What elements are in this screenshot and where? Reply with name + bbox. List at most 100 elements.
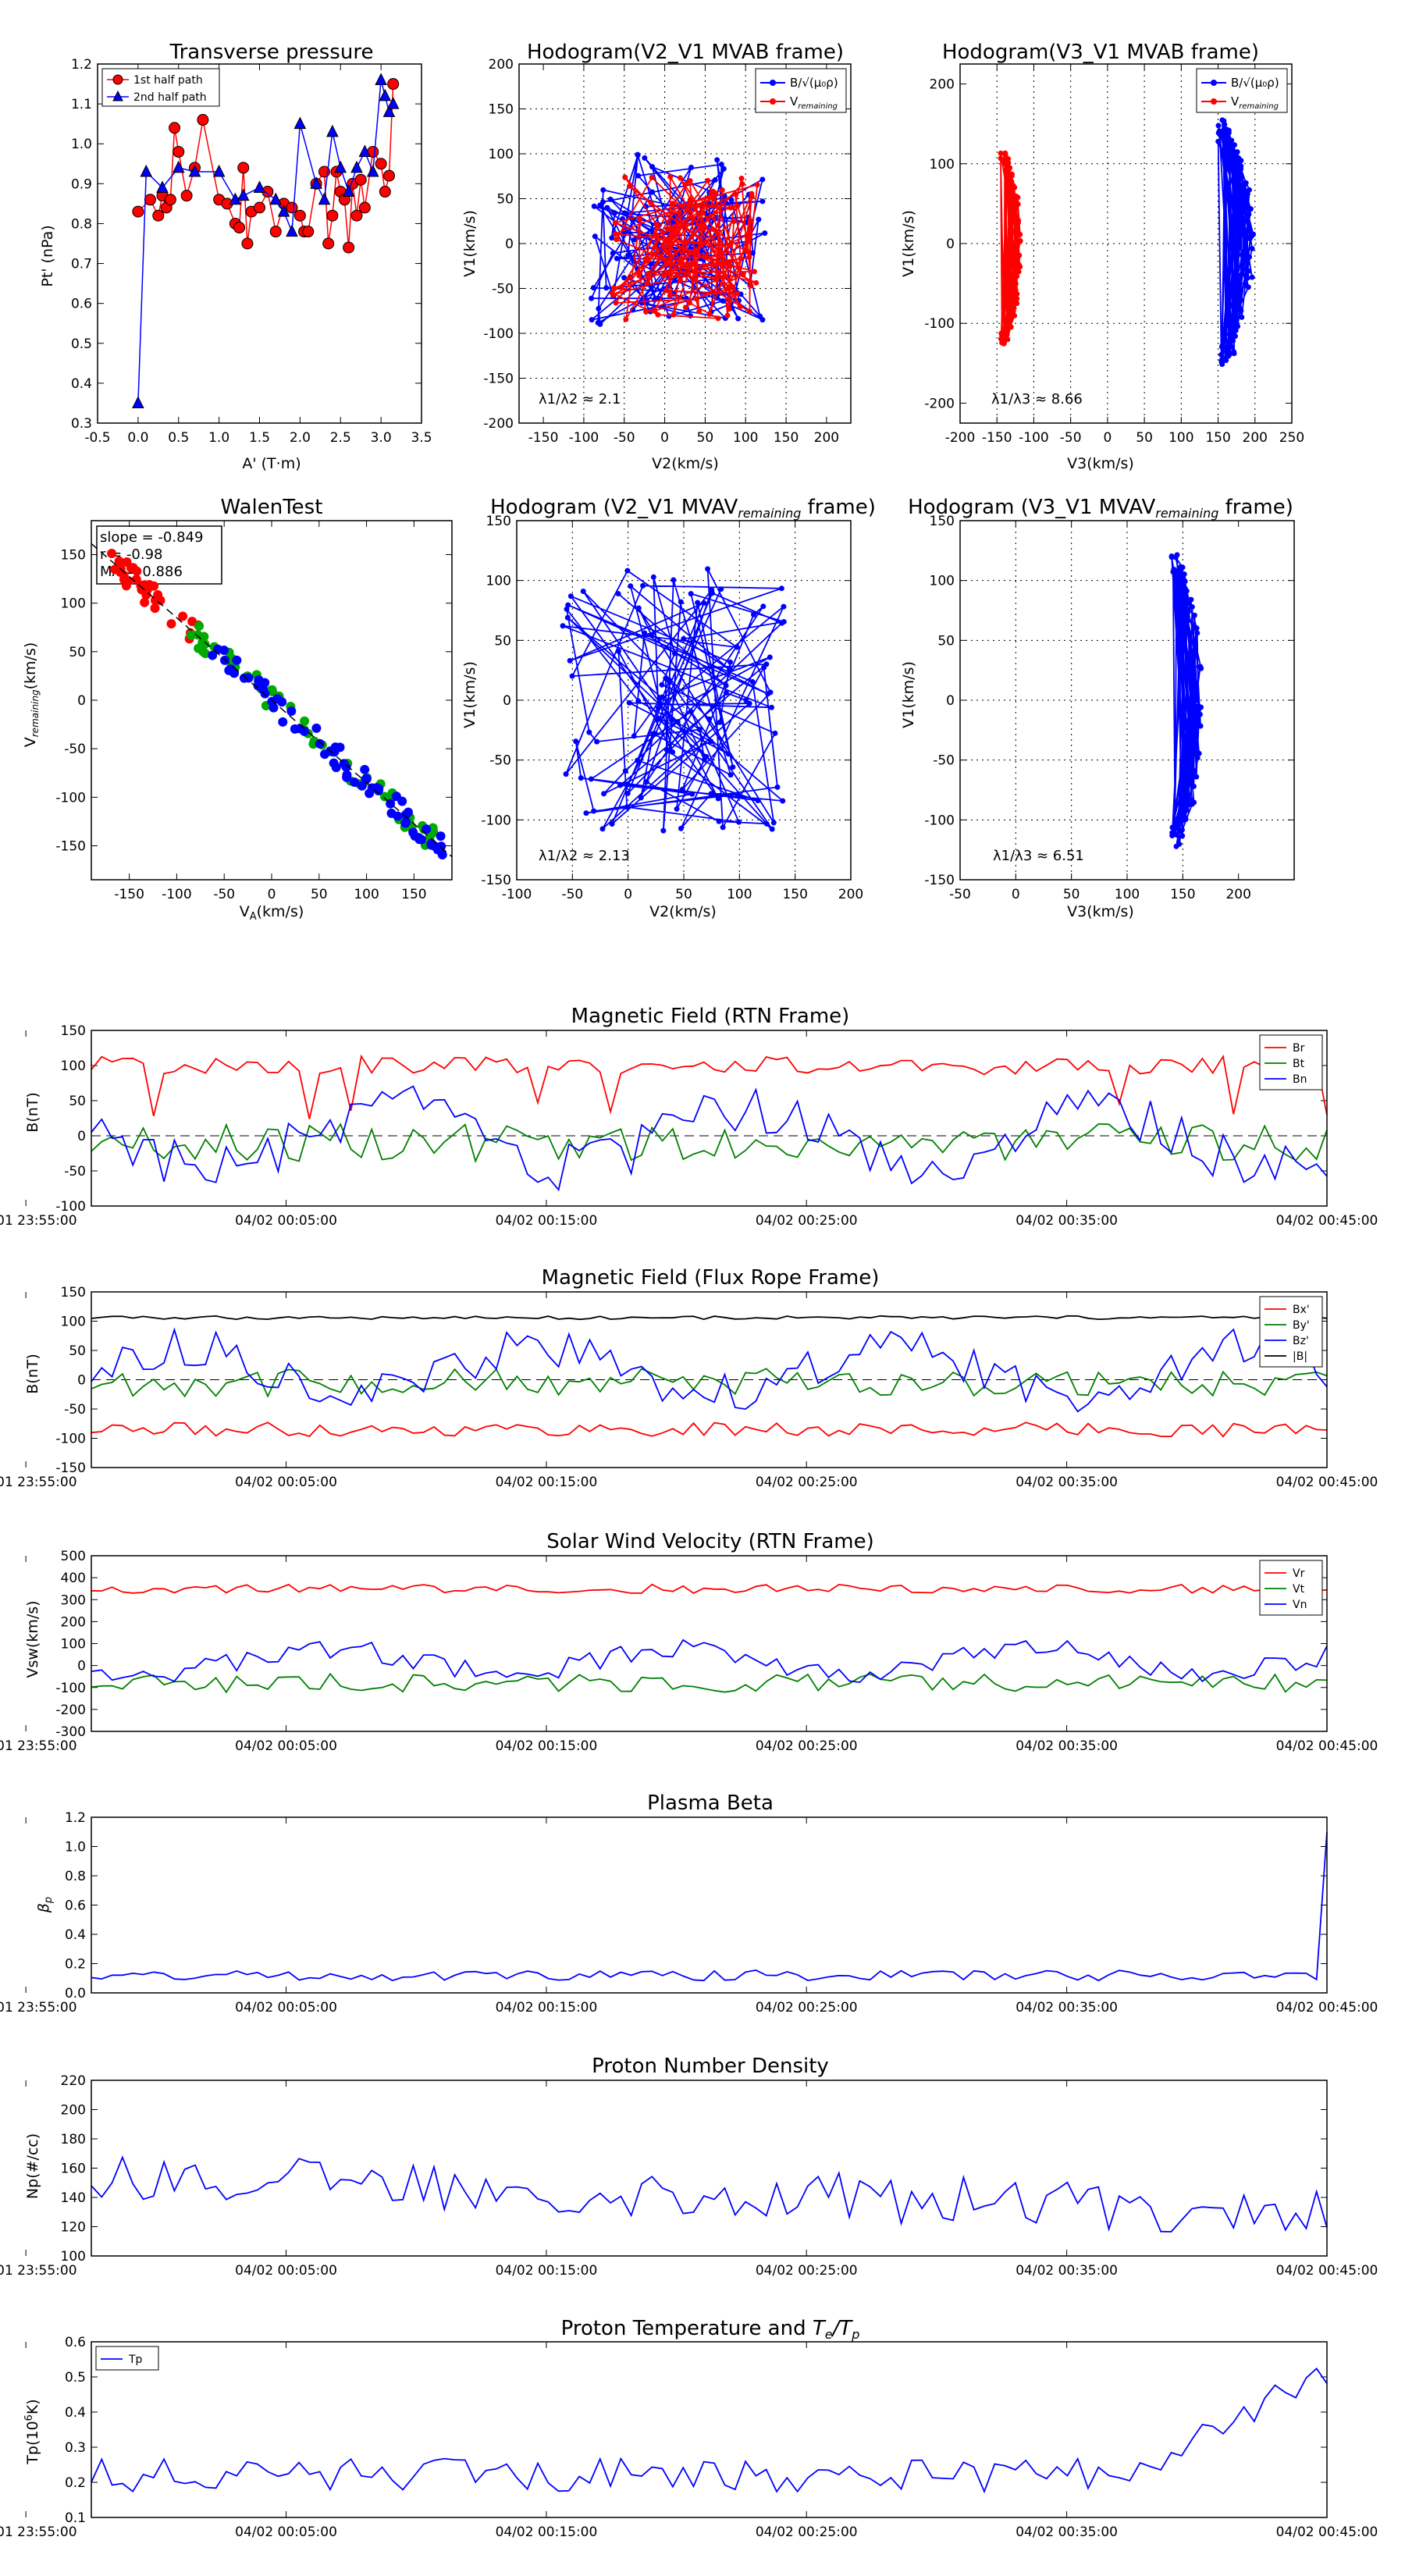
proton_number_density-xtick-label: 04/02 00:15:00 (496, 2263, 598, 2279)
title-plasma-beta: Plasma Beta (647, 1791, 774, 1815)
hodogram_v2_v1_mvab-point (664, 226, 670, 232)
transverse_pressure-xtick-label: 2.0 (290, 430, 311, 446)
hodogram_v2_v1_mvab-point (621, 275, 628, 281)
hodogram_v2_v1_mvab-point (607, 196, 614, 202)
hodogram_v2_v1_mvab-point (589, 295, 595, 301)
hodogram_v2_v1_mvav-ytick-label: -100 (481, 813, 511, 828)
walen_test-point (400, 809, 411, 820)
legend-label: Bx' (1293, 1304, 1310, 1316)
hodogram_v2_v1_mvab-point (595, 319, 601, 326)
hodogram_v2_v1_mvab-legend: B/√(μ₀ρ)Vremaining (755, 68, 847, 113)
hodogram_v3_v1_mvav-xtick-label: 0 (1012, 887, 1020, 902)
hodogram_v3_v1_mvab-point (1223, 126, 1229, 133)
hodogram_v3_v1_mvab-ytick-label: 0 (946, 237, 955, 252)
hodogram_v2_v1_mvav-point (617, 782, 623, 788)
hodogram_v3_v1_mvav-series-line (1171, 554, 1202, 847)
hodogram_v2_v1_mvab-point (698, 223, 704, 229)
hodogram_v2_v1_mvav-point (765, 691, 771, 697)
transverse_pressure-point (269, 226, 282, 238)
hodogram_v3_v1_mvab-point (1012, 205, 1018, 211)
hodogram_v2_v1_mvab-point (759, 176, 766, 183)
hodogram_v2_v1_mvab-point (688, 313, 694, 319)
hodogram_v3_v1_mvab-point (1222, 355, 1229, 361)
walen_test-point (408, 827, 418, 838)
ylabel-transverse-pressure: Pt' (nPa) (39, 225, 56, 286)
hodogram_v3_v1_mvab-point (1215, 123, 1222, 129)
proton_number_density-xtick-label: 04/02 00:45:00 (1276, 2263, 1378, 2279)
transverse_pressure-xtick-label: 1.0 (208, 430, 229, 446)
xlabel-hodogram-v2v1-mvab: V2(km/s) (652, 455, 719, 472)
hodogram_v2_v1_mvab-point (610, 250, 616, 256)
magnetic_field_flux_rope-ytick-label: 100 (61, 1315, 86, 1330)
hodogram_v3_v1_mvav-point (1185, 617, 1191, 624)
proton_number_density-ytick-label: 160 (61, 2161, 86, 2177)
hodogram_v2_v1_mvab-xtick-label: -100 (569, 430, 599, 446)
hodogram_v2_v1_mvav-point (569, 673, 575, 679)
walen_test-point (201, 649, 211, 659)
magnetic_field_flux_rope-ytick-label: -100 (55, 1432, 86, 1447)
hodogram_v2_v1_mvab-point (622, 174, 628, 180)
hodogram_v3_v1_mvab-frame (959, 63, 1293, 424)
legend-label: |B| (1293, 1350, 1307, 1363)
magnetic_field_flux_rope-xtick-label: 04/02 00:45:00 (1276, 1475, 1378, 1490)
hodogram_v3_v1_mvab-point (1238, 272, 1244, 278)
hodogram_v2_v1_mvab-point (609, 290, 615, 296)
magnetic_field_flux_rope-ytick-label: -50 (64, 1402, 86, 1418)
walen_test-point (267, 685, 277, 695)
hodogram_v2_v1_mvav-point (696, 727, 702, 733)
hodogram_v2_v1_mvab-point (635, 173, 642, 179)
hodogram_v2_v1_mvav-point (760, 603, 767, 610)
hodogram_v3_v1_mvab-point (1236, 301, 1242, 308)
hodogram_v3_v1_mvab-point (1001, 340, 1007, 347)
hodogram_v3_v1_mvab-point (1233, 165, 1240, 172)
hodogram_v2_v1_mvav-ytick-label: 150 (486, 514, 511, 529)
hodogram_v3_v1_mvab-point (1005, 315, 1012, 321)
hodogram_v2_v1_mvav-point (663, 746, 670, 753)
legend-marker (1211, 98, 1217, 105)
hodogram_v2_v1_mvab-point (749, 250, 756, 256)
hodogram_v2_v1_mvav-point (594, 738, 600, 745)
walen_test-point (393, 811, 403, 821)
proton_number_density-ytick-label: 140 (61, 2190, 86, 2206)
hodogram_v2_v1_mvab-point (708, 190, 714, 197)
transverse_pressure-point (172, 160, 185, 173)
hodogram_v2_v1_mvav-point (635, 605, 642, 611)
hodogram_v2_v1_mvav-point (736, 819, 742, 825)
solar_wind_velocity-xtick-label: 04/02 00:05:00 (235, 1738, 337, 1754)
legend-box (1259, 1034, 1323, 1091)
legend-label: Vr (1293, 1567, 1305, 1580)
solar_wind_velocity-ytick-label: -100 (55, 1681, 86, 1696)
transverse_pressure-point (241, 237, 254, 250)
walen_test-point (232, 655, 242, 665)
hodogram_v3_v1_mvav-ytick-label: 0 (946, 693, 955, 709)
proton_temperature-xtick-label: 04/02 00:45:00 (1276, 2524, 1378, 2540)
hodogram_v2_v1_mvav-point (681, 635, 687, 642)
hodogram_v3_v1_mvav-point (1193, 625, 1200, 632)
hodogram_v3_v1_mvav-point (1189, 782, 1195, 788)
hodogram_v2_v1_mvav-point (688, 709, 694, 715)
hodogram_v3_v1_mvav-point (1185, 771, 1191, 777)
hodogram_v3_v1_mvav-point (1194, 630, 1200, 636)
transverse_pressure-point (366, 164, 379, 177)
transverse_pressure-ytick-label: 0.4 (71, 376, 92, 392)
hodogram_v2_v1_mvav-xtick-label: 0 (624, 887, 632, 902)
walen_test-xtick-label: 150 (401, 887, 426, 902)
plasma_beta-xtick-label: 04/02 00:45:00 (1276, 2000, 1378, 2016)
hodogram_v3_v1_mvav-point (1189, 603, 1195, 610)
hodogram_v2_v1_mvab-point (694, 296, 700, 302)
hodogram_v2_v1_mvab-point (678, 277, 684, 283)
solar_wind_velocity-xtick-label: 04/02 00:45:00 (1276, 1738, 1378, 1754)
plasma_beta-ytick-label: 0.0 (65, 1986, 86, 2001)
hodogram_v3_v1_mvav-xtick-label: 100 (1115, 887, 1140, 902)
hodogram_v2_v1_mvav-ytick-label: -150 (481, 873, 511, 888)
transverse_pressure-ytick-label: 1.2 (71, 57, 92, 73)
hodogram_v3_v1_mvab-point (1014, 255, 1020, 262)
transverse_pressure-point (156, 180, 169, 193)
hodogram_v2_v1_mvab-point (712, 276, 718, 283)
hodogram_v3_v1_mvab-point (1249, 246, 1255, 252)
hodogram_v2_v1_mvab-point (683, 181, 689, 187)
walen_test-point (422, 824, 432, 834)
hodogram_v3_v1_mvav-point (1189, 742, 1195, 748)
magnetic_field_flux_rope-ytick-label: 0 (77, 1373, 86, 1389)
title-hodogram-v2v1-mvav: Hodogram (V2_V1 MVAVremaining frame) (490, 496, 876, 521)
